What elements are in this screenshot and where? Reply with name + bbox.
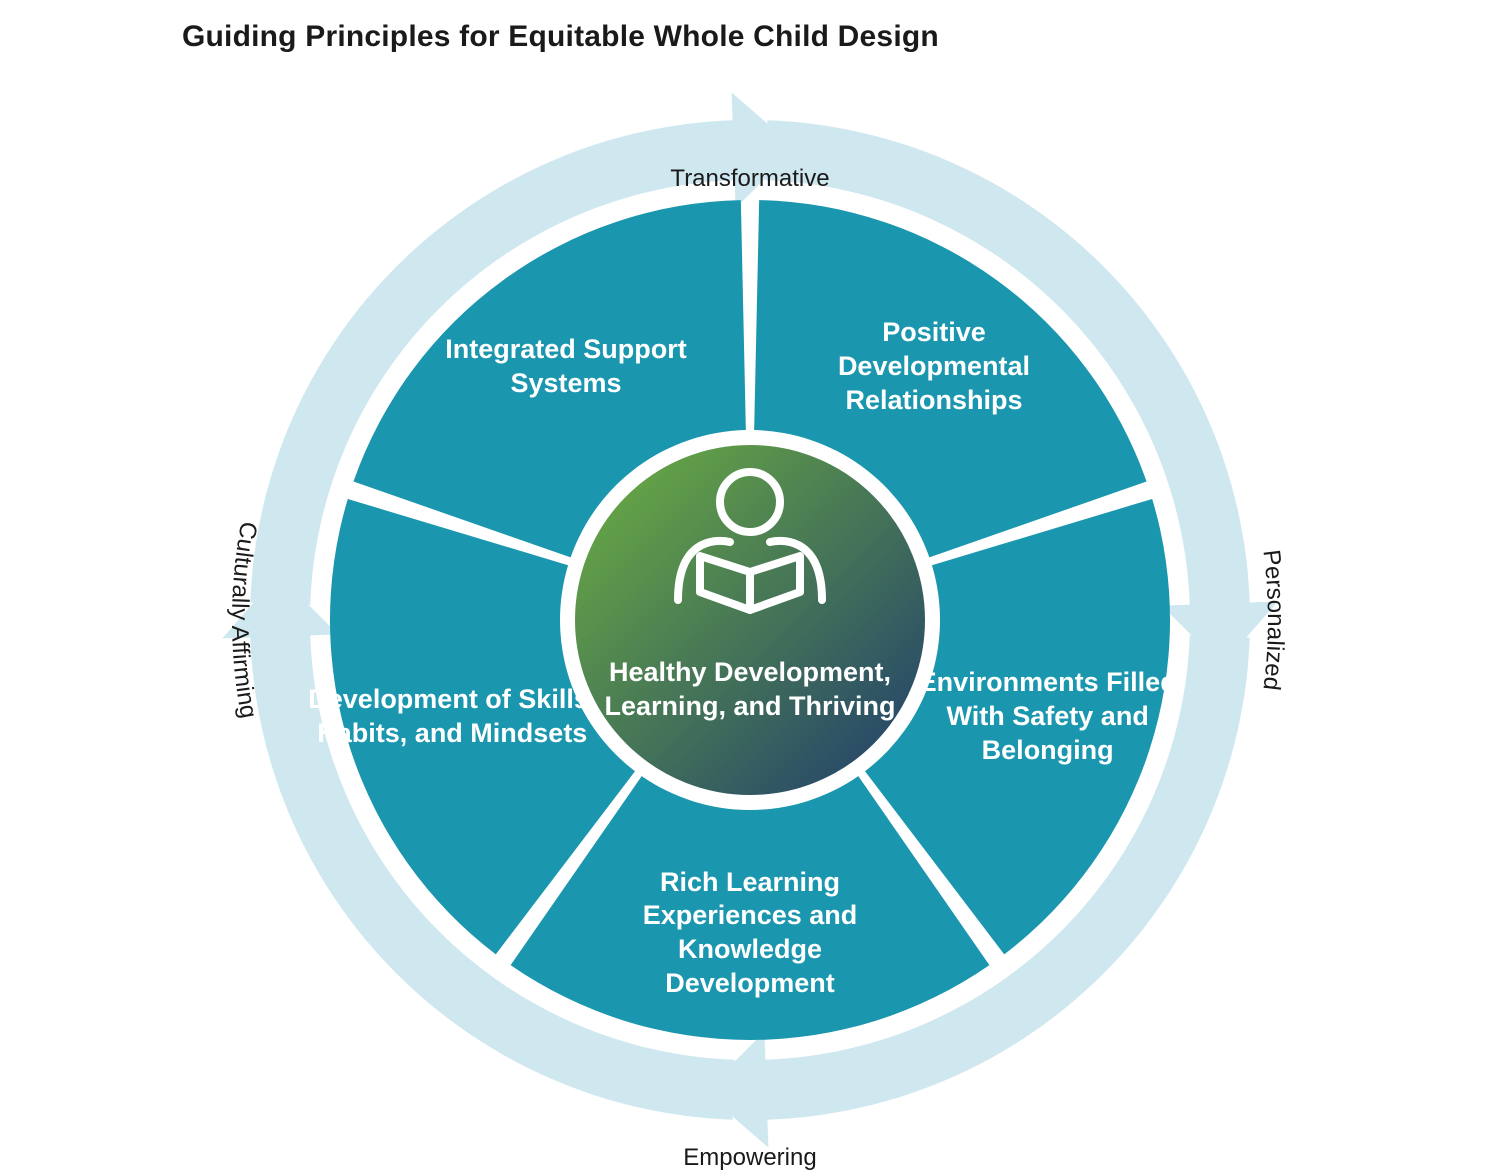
segment-label: Environments Filled With Safety and Belo… (898, 632, 1198, 802)
segment-label: Positive Developmental Relationships (784, 282, 1084, 452)
figure-stage: Guiding Principles for Equitable Whole C… (0, 0, 1500, 1170)
outer-ring-label: Personalized (1257, 548, 1289, 692)
radial-diagram: TransformativePersonalizedEmpoweringCult… (0, 0, 1500, 1170)
center-label: Healthy Development, Learning, and Thriv… (590, 630, 910, 750)
segment-label: Development of Skills, Habits, and Minds… (302, 632, 602, 802)
segment-label: Rich Learning Experiences and Knowledge … (600, 848, 900, 1018)
outer-ring-label: Empowering (683, 1144, 816, 1170)
outer-ring-label: Transformative (670, 165, 829, 192)
segment-label: Integrated Support Systems (416, 282, 716, 452)
